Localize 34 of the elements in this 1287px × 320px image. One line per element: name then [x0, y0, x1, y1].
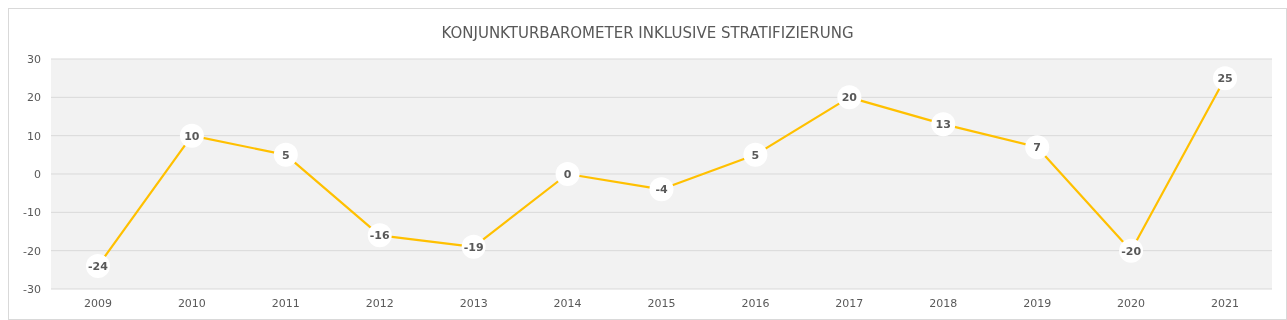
data-label: 5 — [281, 148, 290, 162]
x-tick-label: 2019 — [1023, 297, 1052, 310]
data-label: 20 — [841, 91, 858, 105]
x-tick-label: 2018 — [929, 297, 958, 310]
data-label: -19 — [463, 240, 484, 254]
x-tick-label: 2016 — [741, 297, 770, 310]
x-tick-label: 2020 — [1117, 297, 1146, 310]
data-label: 10 — [184, 129, 200, 143]
x-tick-label: 2009 — [83, 297, 112, 310]
x-tick-label: 2010 — [177, 297, 206, 310]
x-tick-label: 2017 — [835, 297, 864, 310]
chart-title: KONJUNKTURBAROMETER INKLUSIVE STRATIFIZIERUNG — [441, 24, 854, 42]
x-tick-label: 2012 — [365, 297, 394, 310]
y-tick-label: -30 — [23, 282, 41, 296]
x-tick-label: 2013 — [459, 297, 488, 310]
data-label: 7 — [1033, 141, 1042, 155]
y-tick-label: -10 — [23, 206, 41, 220]
x-tick-label: 2011 — [271, 297, 300, 310]
data-label: 5 — [751, 148, 760, 162]
data-label: 0 — [563, 167, 572, 181]
y-tick-label: 0 — [34, 167, 41, 181]
y-tick-label: 10 — [27, 129, 41, 143]
x-tick-label: 2014 — [553, 297, 582, 310]
x-tick-label: 2021 — [1211, 297, 1240, 310]
y-tick-label: 20 — [27, 91, 41, 105]
data-label: 25 — [1217, 72, 1233, 86]
data-label: -16 — [369, 229, 391, 243]
data-label: -20 — [1121, 244, 1142, 258]
data-label: -24 — [88, 259, 109, 273]
x-tick-label: 2015 — [647, 297, 676, 310]
y-tick-label: 30 — [27, 52, 41, 66]
data-label: 13 — [935, 118, 951, 132]
y-tick-label: -20 — [23, 244, 41, 258]
data-label: -4 — [655, 183, 668, 197]
